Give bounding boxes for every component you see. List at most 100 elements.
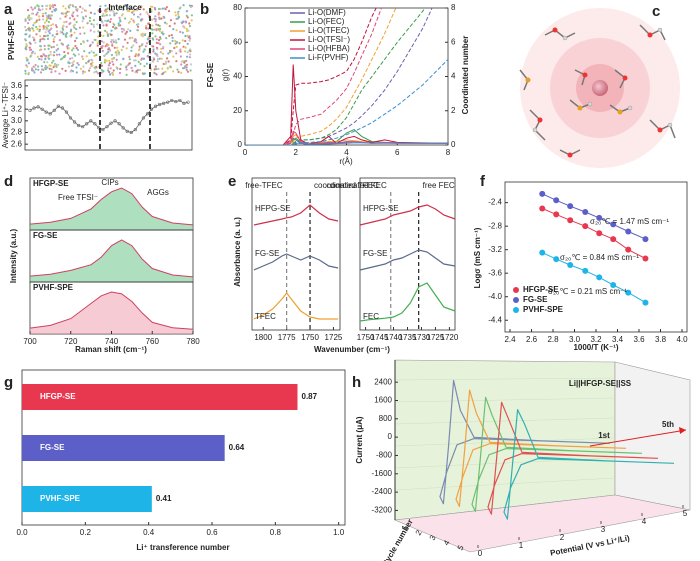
point [52,108,56,112]
atom [95,53,98,57]
atom [167,52,170,55]
atom [100,64,103,67]
atom [46,61,49,64]
atom [181,39,184,42]
point [553,197,560,204]
atom [42,53,46,56]
atom [107,19,110,22]
atom [95,70,98,73]
atom [111,60,114,63]
atom [115,54,118,57]
atom [76,8,79,11]
cn-line [245,8,397,145]
atom [29,42,32,45]
atom [186,55,189,58]
y-tick-label: 20 [233,106,242,115]
atom [58,72,61,75]
atom [171,39,174,43]
x-tick-label: 2 [294,148,299,157]
atom [92,19,96,22]
atom [152,50,155,53]
atom [63,21,66,24]
atom [36,28,39,31]
atom [106,33,109,36]
y-tick-label: -2.4 [488,198,502,207]
atom [25,59,28,62]
atom [147,27,150,30]
point [170,98,174,103]
atom [82,41,86,44]
legend-marker [513,287,519,293]
panel-label: d [4,173,13,190]
atom [113,23,116,26]
atom [82,65,85,68]
atom [189,69,192,72]
wall-grid [394,417,616,425]
atom [37,65,40,68]
atom [91,59,94,62]
atom [160,57,163,60]
atom [178,7,181,10]
atom [52,38,55,41]
x-tick-label: 8 [446,148,451,157]
point [145,112,150,116]
atom [49,53,52,56]
x-tick-label: 2.6 [526,335,538,344]
y-tick-label: 4 [451,72,456,81]
atom [134,64,137,67]
annotation: σ₂₀℃ = 0.21 mS cm⁻¹ [548,287,627,296]
legend-label: Li-O(DMF) [308,8,346,17]
atom [51,10,54,13]
plot-area [245,8,448,145]
x-tick-label: 0.2 [80,528,92,537]
atom [33,21,36,25]
rdf-line [245,142,448,145]
atom [171,36,174,40]
atom [107,51,110,54]
x-tick-label: 700 [23,337,37,346]
atom [102,34,105,38]
atom [71,70,74,73]
atom [78,26,81,29]
point [539,190,546,197]
atom [132,10,135,13]
atom [155,29,158,32]
atom [63,50,66,54]
atom [184,50,187,53]
atom [186,51,189,54]
atom [120,14,124,17]
atom [82,16,85,19]
wall-grid [394,397,616,403]
atom [180,60,183,63]
cycle-arrow [589,429,687,447]
x-tick-label: 1725 [427,333,445,342]
atom [99,5,102,8]
side-label: PVHF-SPE [7,19,16,60]
atom [126,9,129,13]
x-tick-label: 4 [344,148,349,157]
atom [101,45,104,48]
atom [91,64,94,67]
atom [129,20,132,23]
point [610,281,617,288]
atom [64,54,67,57]
atom [34,68,38,71]
spectrum-line [253,292,339,320]
y-tick-label: -4.4 [488,315,502,324]
atom [187,36,190,39]
atom [119,63,122,66]
x-tick-label: 1.0 [333,528,345,537]
plot-frame [24,79,193,151]
atom [105,31,109,34]
atom [158,29,161,32]
atom [32,24,35,27]
atom [55,25,58,29]
atom [120,27,123,30]
atom [40,55,44,58]
atom [111,42,114,46]
atom [100,68,103,72]
atom [36,4,39,7]
atom [50,68,53,71]
z-tick-label: 1 [400,523,410,532]
atom [107,48,110,51]
